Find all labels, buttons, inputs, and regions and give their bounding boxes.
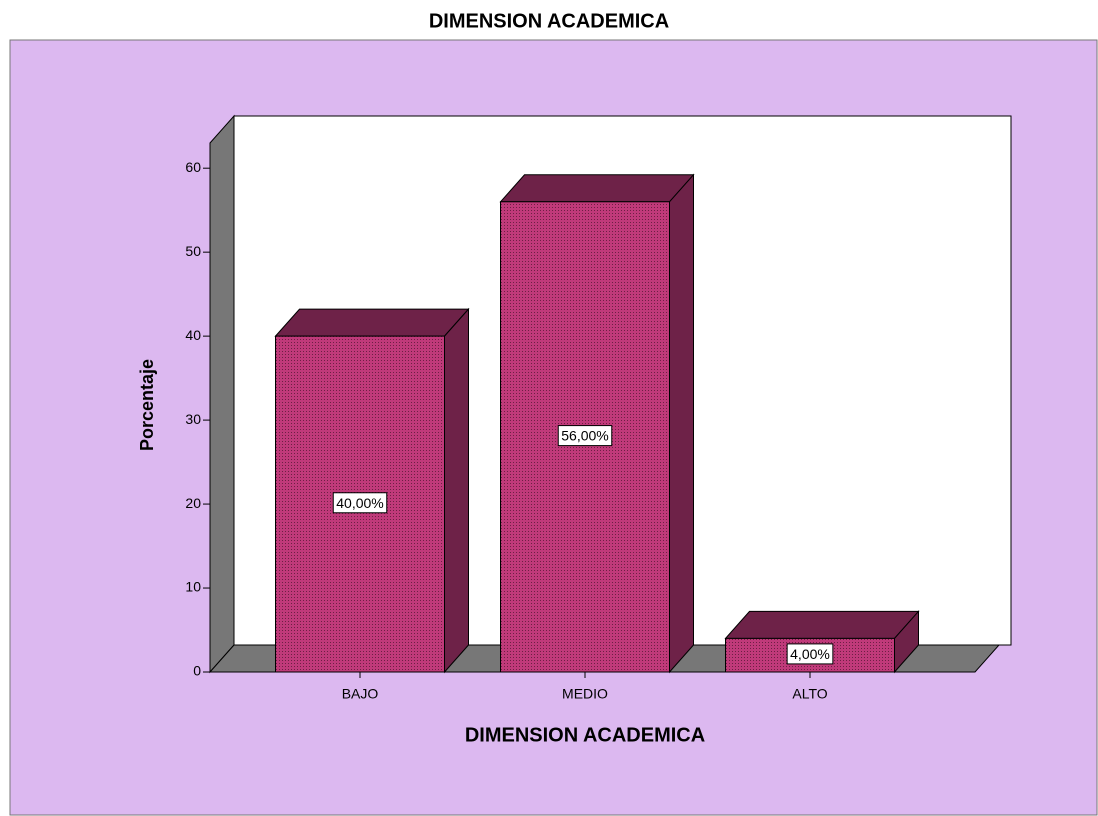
value-label-text: 56,00% [561, 428, 608, 444]
y-tick-label: 20 [185, 495, 201, 511]
x-tick-label: MEDIO [562, 686, 608, 702]
x-tick-label: ALTO [792, 686, 827, 702]
value-label-box [557, 425, 613, 447]
y-tick-label: 30 [185, 411, 201, 427]
value-label-box [332, 492, 388, 514]
y-tick-label: 0 [193, 663, 201, 679]
y-tick-label: 50 [185, 243, 201, 259]
bar-top [499, 174, 695, 203]
bar-top [274, 308, 470, 337]
value-label: 56,00% [557, 425, 613, 447]
y-axis-title: Porcentaje [137, 359, 157, 451]
bar-side [669, 173, 694, 674]
x-axis-title: DIMENSION ACADEMICA [465, 724, 705, 746]
value-label-text: 4,00% [790, 646, 830, 662]
bar-side [444, 307, 469, 674]
y-tick-label: 60 [185, 159, 201, 175]
chart-title: DIMENSION ACADEMICA [429, 10, 669, 32]
left-wall [209, 114, 235, 674]
value-label: 4,00% [786, 643, 834, 665]
bar-top [724, 610, 920, 639]
value-label-box [786, 643, 834, 665]
y-tick-label: 10 [185, 579, 201, 595]
y-tick-label: 40 [185, 327, 201, 343]
value-label: 40,00% [332, 492, 388, 514]
value-label-text: 40,00% [336, 495, 383, 511]
x-tick-label: BAJO [342, 686, 379, 702]
